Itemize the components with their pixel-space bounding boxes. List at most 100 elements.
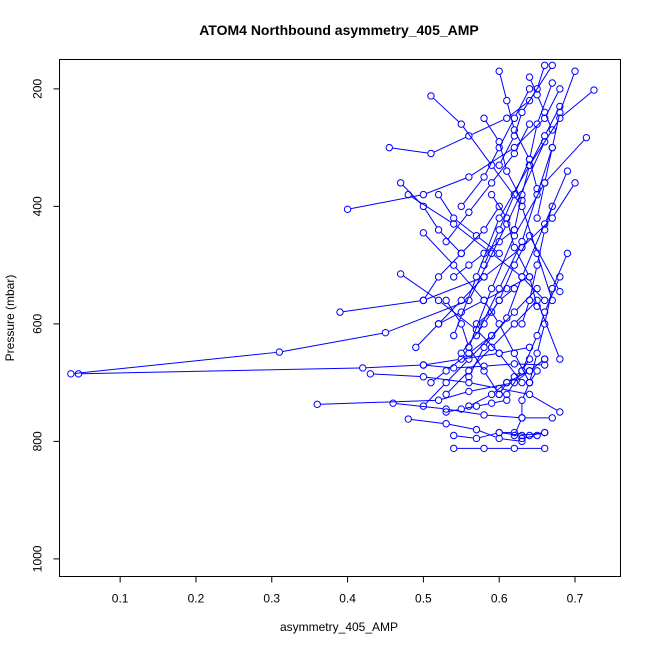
series-16	[450, 444, 549, 453]
series-34	[495, 67, 541, 193]
data-point	[525, 431, 534, 440]
series-segment	[462, 126, 490, 163]
data-point	[366, 370, 375, 378]
series-segment	[485, 209, 498, 228]
series-segment	[499, 74, 507, 98]
series-segment	[320, 399, 436, 405]
series-segment	[544, 291, 553, 321]
data-point	[556, 355, 564, 363]
series-segment	[545, 109, 559, 133]
y-tick-label: 200	[31, 79, 45, 99]
series-segment	[479, 403, 489, 406]
series-segment	[433, 136, 466, 153]
series-segment	[537, 315, 545, 333]
data-point	[510, 349, 519, 357]
data-point	[525, 367, 534, 375]
data-point	[434, 226, 443, 234]
data-point	[510, 431, 519, 440]
series-segment	[515, 238, 529, 263]
data-point	[525, 155, 534, 164]
data-point	[457, 355, 465, 363]
series-segment	[537, 86, 552, 122]
data-point	[427, 92, 435, 100]
series-segment	[493, 303, 498, 310]
data-point	[510, 428, 519, 437]
data-point	[480, 444, 488, 453]
series-segment	[529, 162, 537, 186]
y-tick-label: 400	[31, 196, 45, 216]
data-point	[487, 390, 496, 399]
series-segment	[529, 280, 537, 303]
data-point	[510, 190, 519, 199]
series-segment	[426, 364, 451, 369]
data-point	[510, 261, 519, 269]
data-point	[385, 143, 393, 152]
series-segment	[516, 290, 536, 310]
data-point	[74, 370, 83, 378]
data-point	[487, 343, 496, 352]
series-segment	[456, 225, 490, 252]
series-segment	[562, 91, 592, 117]
data-point	[480, 249, 488, 258]
data-point	[540, 428, 549, 437]
data-point	[548, 284, 556, 293]
series-segment	[553, 185, 574, 216]
data-point	[419, 402, 428, 410]
series-segment	[471, 119, 504, 135]
data-point	[457, 202, 465, 211]
series-segment	[544, 150, 553, 180]
series-segment	[487, 363, 511, 367]
series-11	[396, 270, 526, 387]
series-segment	[537, 68, 545, 86]
series-segment	[507, 174, 521, 198]
data-layer	[67, 61, 598, 453]
series-segment	[524, 220, 551, 246]
series-segment	[448, 361, 467, 381]
series-segment	[500, 268, 514, 298]
data-point	[495, 67, 503, 75]
data-point	[525, 120, 534, 128]
data-point	[465, 373, 473, 381]
data-point	[540, 308, 549, 316]
series-segment	[522, 168, 530, 192]
series-segment	[553, 256, 567, 286]
series-23	[465, 167, 572, 381]
series-segment	[537, 233, 545, 262]
data-point	[540, 226, 549, 234]
series-segment	[411, 418, 443, 424]
series-segment	[396, 403, 443, 410]
data-point	[503, 167, 511, 175]
series-segment	[441, 302, 474, 329]
data-point	[480, 173, 488, 181]
series-segment	[470, 350, 483, 369]
series-segment	[494, 384, 505, 393]
data-point	[548, 79, 556, 87]
series-segment	[456, 266, 467, 276]
data-point	[503, 220, 511, 228]
data-point	[396, 179, 405, 187]
data-point	[533, 120, 541, 128]
data-point	[495, 390, 503, 399]
data-point	[495, 434, 503, 443]
series-segment	[479, 430, 497, 438]
data-point	[389, 399, 397, 407]
series-segment	[500, 121, 514, 145]
series-segment	[537, 150, 552, 192]
data-point	[525, 343, 534, 352]
data-point	[442, 296, 450, 305]
series-segment	[517, 432, 527, 436]
y-tick-label: 800	[31, 431, 45, 451]
series-segment	[500, 138, 514, 163]
series-segment	[373, 373, 420, 378]
x-tick-label: 0.1	[112, 592, 129, 606]
data-point	[510, 378, 519, 387]
series-segment	[501, 290, 512, 299]
data-point	[359, 364, 367, 372]
data-point	[480, 343, 488, 352]
data-point	[495, 226, 503, 234]
data-point	[487, 190, 496, 199]
data-point	[510, 320, 519, 328]
data-point	[457, 320, 465, 328]
series-segment	[447, 303, 460, 322]
series-segment	[440, 255, 460, 275]
